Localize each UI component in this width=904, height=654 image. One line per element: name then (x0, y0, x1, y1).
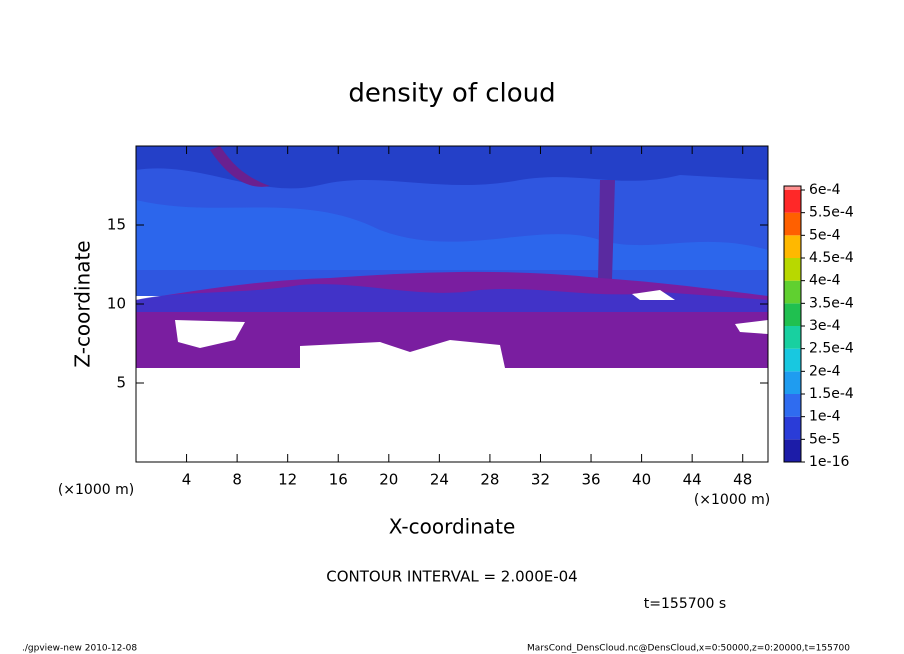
colorbar-label: 6e-4 (809, 182, 841, 198)
colorbar-label: 2.5e-4 (809, 341, 854, 357)
time-label: t=155700 s (644, 596, 726, 612)
colorbar-label: 5.5e-4 (809, 205, 854, 221)
colorbar-label: 4.5e-4 (809, 250, 854, 266)
colorbar-label: 5e-4 (809, 227, 841, 243)
colorbar-box (784, 326, 801, 349)
y-tick-label: 10 (107, 295, 126, 313)
x-tick-label: 16 (329, 471, 348, 489)
x-tick-label: 40 (632, 471, 651, 489)
colorbar-box (784, 212, 801, 236)
colorbar-label: 1e-16 (809, 454, 849, 470)
field-streak (598, 180, 615, 280)
field (136, 146, 768, 462)
x-tick-label: 28 (480, 471, 499, 489)
field-empty (136, 368, 768, 462)
colorbar-top (784, 186, 801, 190)
colorbar-label: 1.5e-4 (809, 386, 854, 402)
x-tick-label: 48 (733, 471, 752, 489)
chart-title: density of cloud (348, 79, 555, 109)
colorbar-box (784, 280, 801, 304)
x-tick-label: 12 (278, 471, 297, 489)
colorbar-box (784, 394, 801, 417)
colorbar-label: 2e-4 (809, 363, 841, 379)
colorbar-box (784, 371, 801, 394)
footer-right: MarsCond_DensCloud.nc@DensCloud,x=0:5000… (527, 644, 850, 654)
field-hole (735, 320, 768, 334)
x-tick-label: 4 (182, 471, 192, 489)
y-tick-label: 5 (116, 374, 126, 392)
field-hole (175, 320, 245, 348)
field-hole (300, 340, 505, 368)
colorbar-label: 3e-4 (809, 318, 841, 334)
y-axis-label: Z-coordinate (71, 240, 95, 367)
colorbar-label: 4e-4 (809, 273, 841, 289)
x-tick-label: 44 (683, 471, 702, 489)
colorbar-label: 3.5e-4 (809, 295, 854, 311)
colorbar-frame (783, 185, 802, 463)
x-tick-label: 8 (232, 471, 242, 489)
x-axis-label: X-coordinate (389, 515, 516, 539)
colorbar-box (784, 348, 801, 372)
colorbar-box (784, 258, 801, 281)
colorbar-box (784, 235, 801, 258)
colorbar-box (784, 303, 801, 326)
colorbar-box (784, 190, 801, 213)
y-unit: (×1000 m) (58, 482, 134, 498)
y-tick-label: 15 (107, 216, 126, 234)
footer-left: ./gpview-new 2010-12-08 (22, 644, 137, 654)
field-streak (136, 146, 768, 189)
field-hole (632, 290, 675, 300)
x-tick-label: 20 (379, 471, 398, 489)
colorbar-box (784, 416, 801, 440)
colorbar-box (784, 439, 801, 462)
colorbar: 1e-16 5e-5 1e-4 1.5e-4 2e-4 2.5e-4 3e-4 3.5e-4 4… (783, 182, 854, 470)
x-tick-label: 36 (581, 471, 600, 489)
field-mixed (136, 284, 768, 312)
contour-interval: CONTOUR INTERVAL = 2.000E-04 (326, 568, 577, 586)
x-tick-label: 24 (430, 471, 449, 489)
field-streak (210, 146, 270, 187)
colorbar-label: 1e-4 (809, 409, 841, 425)
x-unit: (×1000 m) (694, 492, 770, 508)
colorbar-label: 5e-5 (809, 431, 840, 447)
x-tick-label: 32 (531, 471, 550, 489)
